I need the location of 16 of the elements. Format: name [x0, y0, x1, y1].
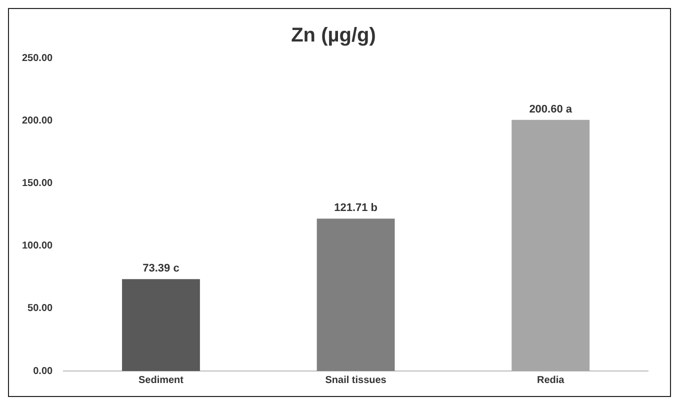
x-tick-label: Snail tissues: [325, 374, 387, 386]
y-tick-label: 0.00: [33, 366, 54, 377]
data-label: 73.39 c: [142, 262, 180, 275]
bar: [512, 120, 590, 371]
y-tick-label: 50.00: [28, 303, 54, 314]
x-tick-label: Sediment: [138, 374, 184, 386]
data-label: 200.60 a: [529, 103, 573, 116]
chart-title: Zn (µg/g): [291, 24, 376, 47]
bar: [316, 218, 395, 371]
y-tick-label: 250.00: [22, 52, 54, 64]
y-tick-label: 100.00: [22, 240, 54, 252]
y-tick-label: 150.00: [22, 178, 54, 189]
y-tick-label: 200.00: [22, 115, 54, 126]
x-tick-label: Redia: [536, 374, 565, 386]
bar: [122, 279, 200, 371]
data-label: 121.71 b: [334, 202, 378, 214]
